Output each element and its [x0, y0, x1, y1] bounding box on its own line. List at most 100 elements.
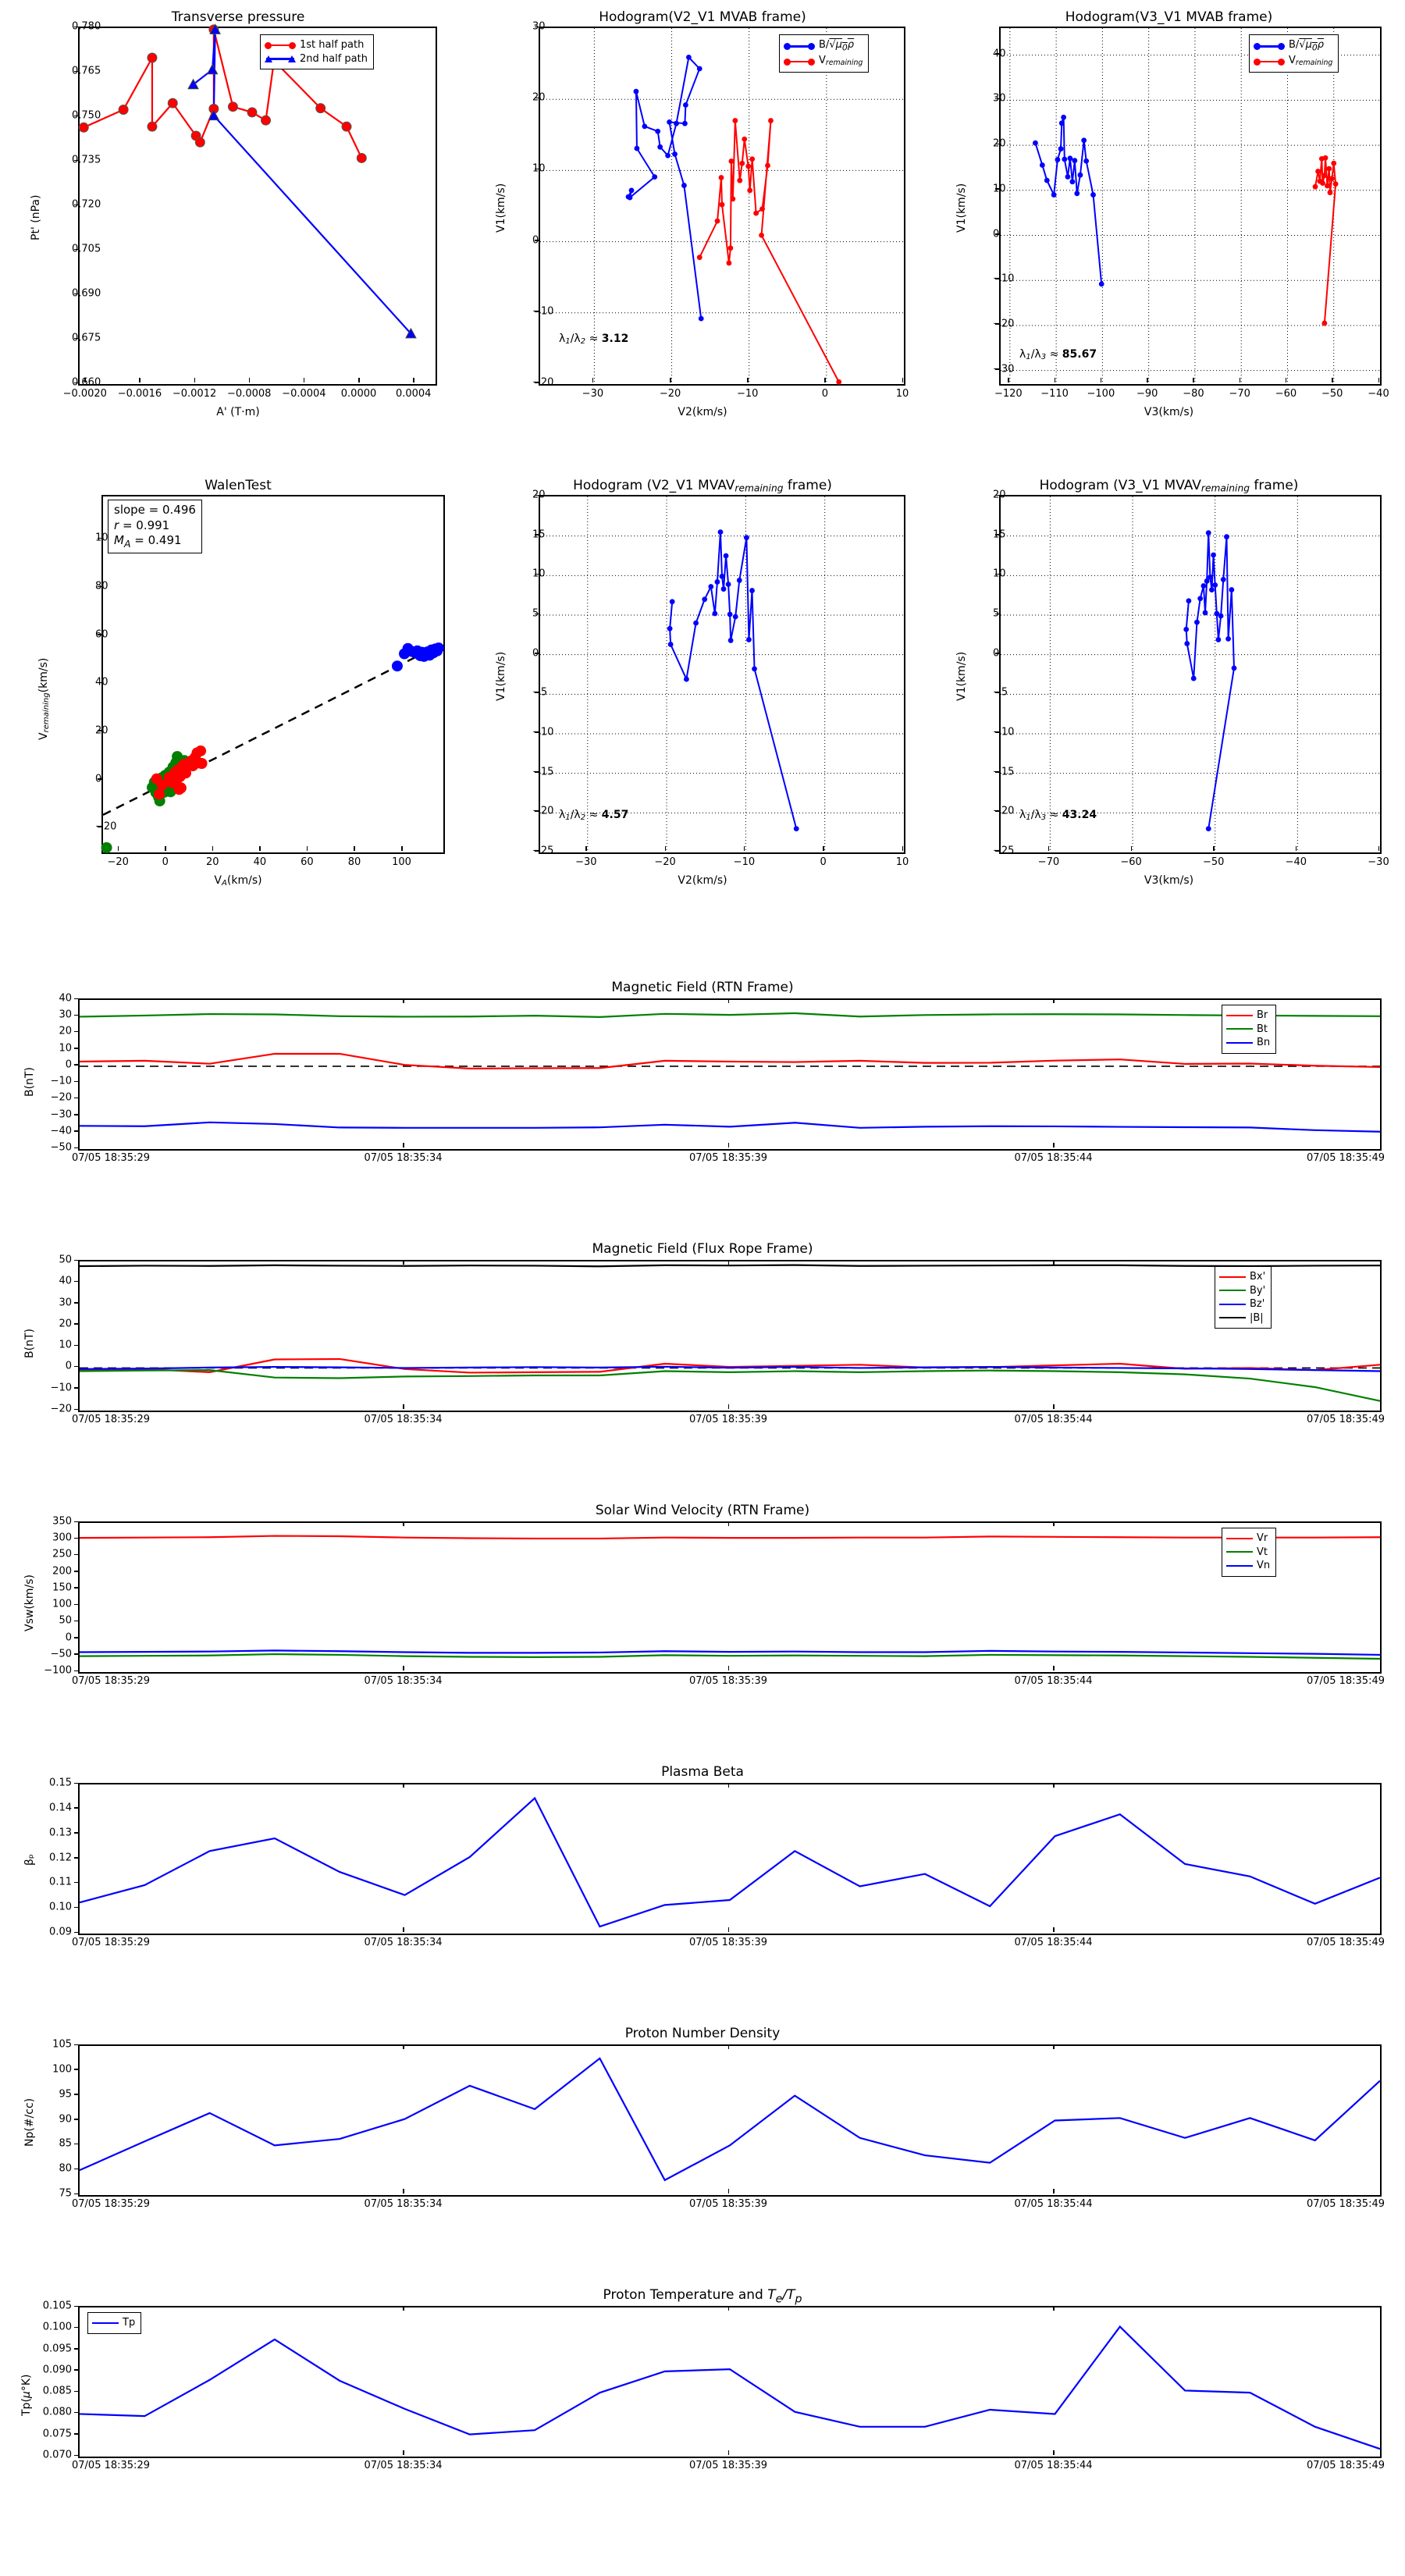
- x-tick-label: 07/05 18:35:39: [689, 2198, 767, 2210]
- x-tick-label: 07/05 18:35:44: [1014, 1152, 1093, 1164]
- x-tick-mark: [84, 378, 86, 382]
- y-tick-mark: [98, 778, 102, 780]
- legend-label: Vr: [1257, 1532, 1268, 1544]
- y-tick-mark: [995, 850, 1000, 852]
- panel-title: Solar Wind Velocity (RTN Frame): [595, 1503, 810, 1518]
- y-tick-mark: [535, 692, 539, 694]
- x-tick-mark: [592, 378, 594, 382]
- y-tick-label: 0.12: [49, 1852, 72, 1863]
- legend: Br Bt Bn: [1222, 1005, 1277, 1054]
- y-tick-mark: [74, 1097, 79, 1099]
- x-tick-mark: [1053, 2189, 1055, 2194]
- x-tick-mark: [403, 1927, 404, 1932]
- stat-r: r = 0.991: [114, 518, 170, 532]
- x-tick-label: 07/05 18:35:34: [364, 2198, 443, 2210]
- y-tick-label: 300: [52, 1532, 72, 1544]
- y-tick-mark: [74, 115, 79, 116]
- x-tick-mark: [727, 1404, 729, 1409]
- y-tick-mark: [535, 382, 539, 383]
- y-tick-label: 0.09: [49, 1926, 72, 1938]
- x-tick-mark: [1053, 1666, 1055, 1670]
- y-tick-mark: [74, 159, 79, 161]
- panel-hodogram-v3v1-mvab: Hodogram(V3_V1 MVAB frame) −30−20−100102…: [944, 6, 1393, 443]
- x-tick-mark: [1053, 1404, 1055, 1409]
- tp-svg: [79, 2325, 1381, 2450]
- vsw-svg: [79, 1535, 1381, 1660]
- y-tick-label: 200: [52, 1565, 72, 1578]
- y-tick-mark: [535, 850, 539, 852]
- y-tick-label: 20: [59, 1025, 72, 1037]
- legend-label: Br: [1257, 1009, 1268, 1021]
- plot-area: [78, 2044, 1382, 2197]
- x-tick-mark: [1213, 846, 1215, 851]
- legend-item: Tp: [92, 2316, 135, 2330]
- x-tick-mark-top: [727, 2306, 729, 2311]
- x-tick-label: 07/05 18:35:49: [1307, 1414, 1385, 1425]
- eigenvalue-ratio-annotation: λ1/λ2 ≈ 3.12: [559, 333, 629, 347]
- y-tick-mark: [995, 613, 1000, 614]
- eigenvalue-ratio-annotation: λ1/λ2 ≈ 4.57: [559, 809, 629, 823]
- x-tick-mark: [1332, 378, 1333, 382]
- y-axis-label: Pt' (nPa): [30, 194, 42, 240]
- y-tick-mark: [535, 494, 539, 496]
- x-tick-label: 0.0004: [395, 388, 432, 400]
- x-tick-label: 07/05 18:35:49: [1307, 1675, 1385, 1687]
- panel-proton-temperature: Proton Temperature and Te/Tp 0.070 0.075 0…: [0, 2287, 1405, 2514]
- y-axis-label: Tp(μ°K): [20, 2374, 33, 2416]
- x-tick-label: 07/05 18:35:34: [364, 1675, 443, 1687]
- x-tick-label: −60: [1275, 388, 1297, 400]
- b-rtn-svg: [79, 1012, 1381, 1133]
- x-tick-mark: [1193, 378, 1194, 382]
- y-tick-mark: [74, 2143, 79, 2145]
- y-tick-mark: [74, 1620, 79, 1622]
- y-tick-mark: [74, 1387, 79, 1389]
- y-axis-label: B(nT): [23, 1067, 36, 1097]
- y-tick-label: 30: [59, 1297, 72, 1309]
- y-tick-mark: [74, 1537, 79, 1539]
- plot-area: [539, 27, 905, 386]
- y-tick-mark: [995, 98, 1000, 100]
- y-tick-label: 0.10: [49, 1901, 72, 1913]
- y-tick-mark: [74, 1030, 79, 1033]
- y-tick-mark: [74, 248, 79, 250]
- legend-item: B/√μ0ρ: [784, 38, 863, 54]
- y-tick-mark: [995, 534, 1000, 535]
- x-tick-mark-top: [403, 1260, 404, 1265]
- y-tick-mark: [74, 1603, 79, 1606]
- legend-label: Bz': [1250, 1298, 1265, 1311]
- y-tick-mark: [74, 1064, 79, 1066]
- x-tick-mark: [902, 378, 903, 382]
- legend-item: Bt: [1226, 1023, 1270, 1037]
- y-tick-mark: [74, 1653, 79, 1655]
- x-tick-mark-top: [727, 2044, 729, 2049]
- panel-plasma-beta: Plasma Beta 0.09 0.10 0.11 0.12 0.13 0.14 0.15…: [0, 1764, 1405, 1991]
- x-tick-mark: [585, 846, 587, 851]
- y-tick-label: 40: [59, 1275, 72, 1287]
- legend-marker-red: [1254, 57, 1285, 66]
- x-tick-mark: [1130, 846, 1133, 851]
- legend-item: B/√μ0ρ: [1254, 38, 1332, 54]
- y-tick-label: 0.070: [42, 2449, 72, 2461]
- y-tick-label: 0.11: [49, 1876, 72, 1888]
- x-tick-mark: [354, 846, 355, 851]
- y-tick-mark: [98, 537, 102, 539]
- x-tick-label: 07/05 18:35:29: [72, 1937, 150, 1948]
- y-tick-label: 250: [52, 1548, 72, 1560]
- legend-swatch-vn: [1226, 1564, 1253, 1567]
- x-tick-mark: [1285, 378, 1287, 382]
- panel-title: Hodogram (V2_V1 MVAVremaining frame): [573, 478, 832, 494]
- x-tick-mark: [303, 378, 305, 382]
- y-tick-mark: [98, 681, 102, 684]
- y-tick-label: −40: [50, 1125, 72, 1137]
- panel-walen-test: WalenTest −20020406080100−20020406080100…: [16, 475, 461, 912]
- y-tick-mark: [74, 2305, 79, 2307]
- y-tick-label: 75: [59, 2187, 72, 2200]
- legend-item: Vremaining: [784, 54, 863, 69]
- y-tick-mark: [995, 53, 1000, 55]
- x-tick-mark: [403, 1404, 404, 1409]
- x-tick-mark-top: [403, 1783, 404, 1788]
- x-tick-label: 0.0000: [340, 388, 377, 400]
- legend-marker-blue: [1254, 41, 1285, 51]
- y-axis-label: V1(km/s): [495, 651, 507, 701]
- panel-title: Proton Number Density: [624, 2026, 781, 2041]
